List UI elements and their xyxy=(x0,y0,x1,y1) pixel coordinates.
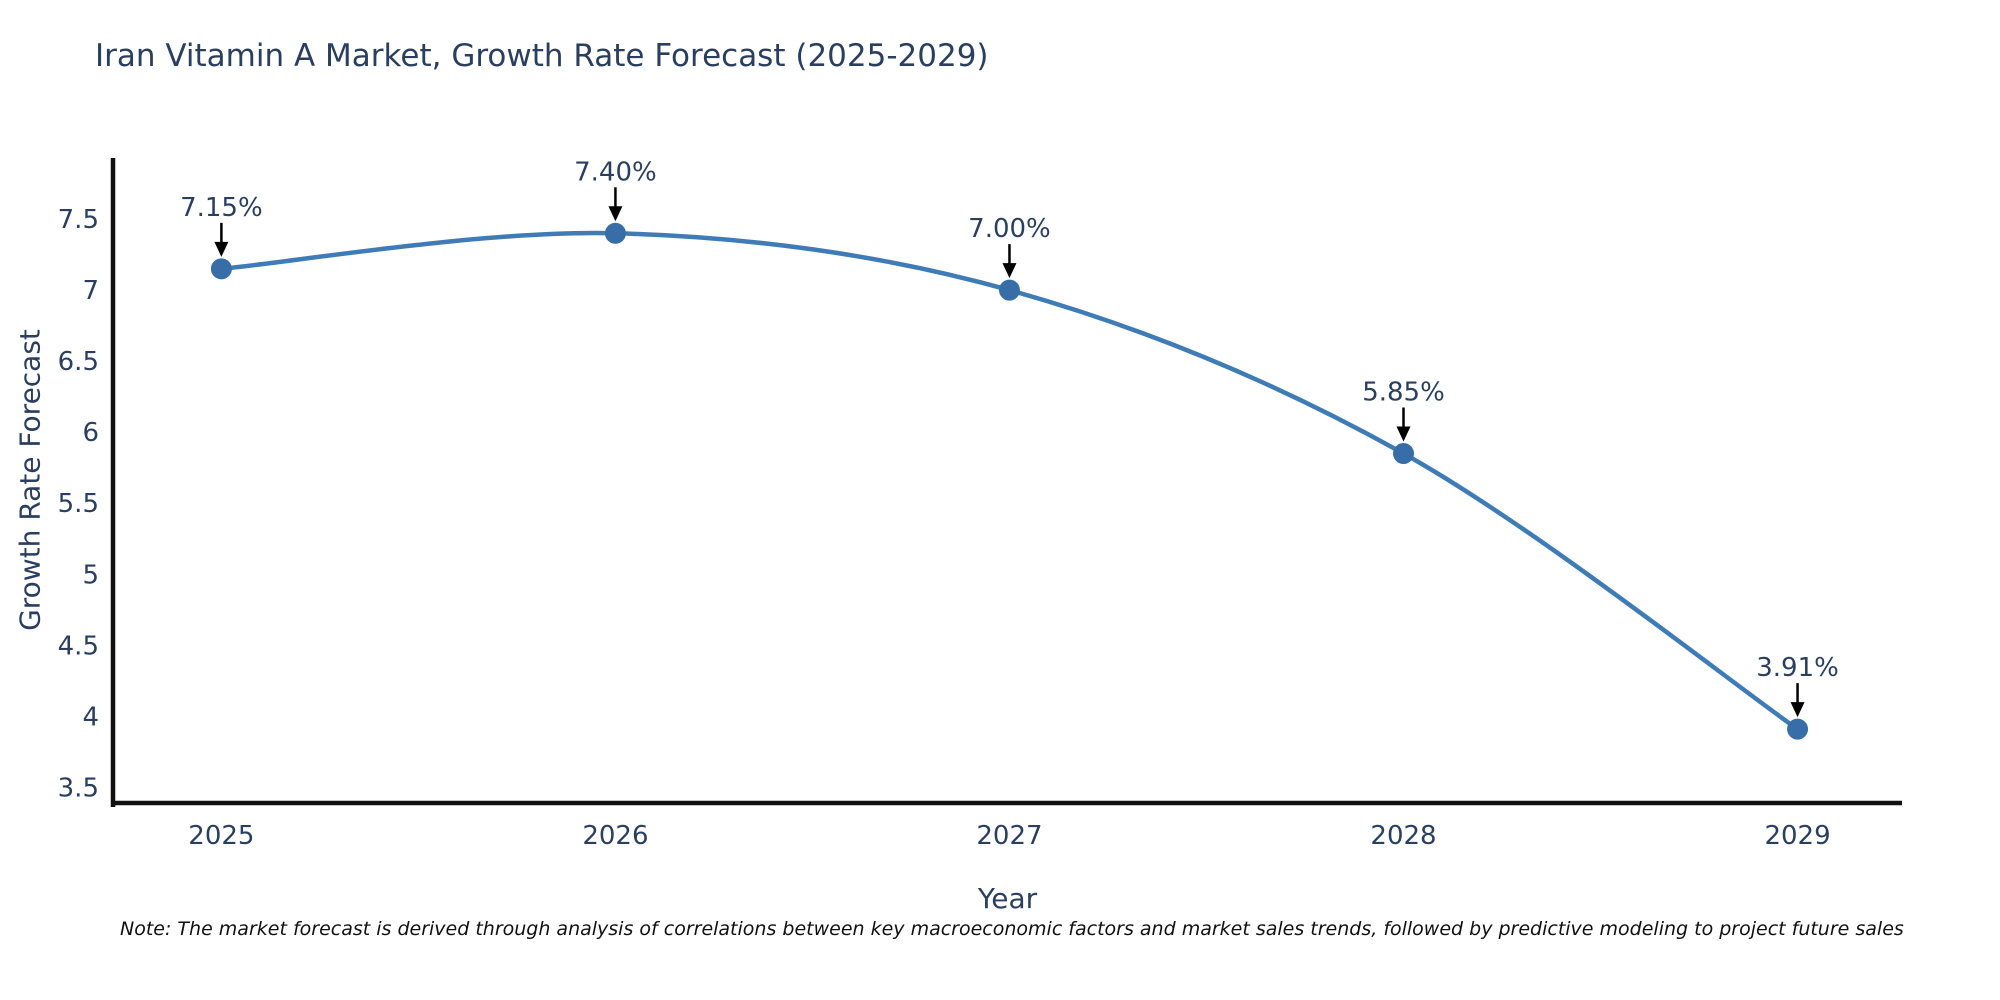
x-tick-label: 2025 xyxy=(188,821,254,851)
annotation-arrowhead xyxy=(1396,426,1411,442)
y-tick-label: 5 xyxy=(82,560,99,590)
y-tick-label: 7 xyxy=(82,276,99,306)
y-axis-title: Growth Rate Forecast xyxy=(13,329,47,631)
x-axis-title: Year xyxy=(977,882,1038,915)
annotation-arrowhead xyxy=(1002,263,1017,279)
annotation-label: 5.85% xyxy=(1362,378,1445,408)
annotation-label: 7.40% xyxy=(574,157,657,187)
annotation-arrowhead xyxy=(214,241,229,257)
y-tick-label: 6.5 xyxy=(58,347,99,377)
y-tick-label: 6 xyxy=(82,418,99,448)
series-line xyxy=(219,230,1800,732)
chart-title: Iran Vitamin A Market, Growth Rate Forec… xyxy=(95,38,989,74)
y-tick-label: 4.5 xyxy=(58,631,99,661)
x-tick-label: 2026 xyxy=(582,821,648,851)
annotation-label: 7.15% xyxy=(180,193,263,223)
annotation-label: 3.91% xyxy=(1756,653,1839,683)
x-tick-label: 2028 xyxy=(1370,821,1436,851)
footnote: Note: The market forecast is derived thr… xyxy=(120,918,1904,940)
y-tick-label: 3.5 xyxy=(58,773,99,803)
annotation-label: 7.00% xyxy=(968,214,1051,244)
x-tick-label: 2029 xyxy=(1764,821,1830,851)
data-point-marker[interactable] xyxy=(1393,443,1415,465)
y-tick-label: 4 xyxy=(82,702,99,732)
annotation-arrowhead xyxy=(1790,702,1805,718)
y-tick-label: 5.5 xyxy=(58,489,99,519)
data-point-marker[interactable] xyxy=(998,279,1020,301)
y-tick-label: 7.5 xyxy=(58,205,99,235)
annotation-arrowhead xyxy=(608,206,623,222)
data-point-marker[interactable] xyxy=(1787,718,1809,740)
x-tick-label: 2027 xyxy=(976,821,1042,851)
data-point-marker[interactable] xyxy=(210,258,232,280)
data-point-marker[interactable] xyxy=(604,222,626,244)
